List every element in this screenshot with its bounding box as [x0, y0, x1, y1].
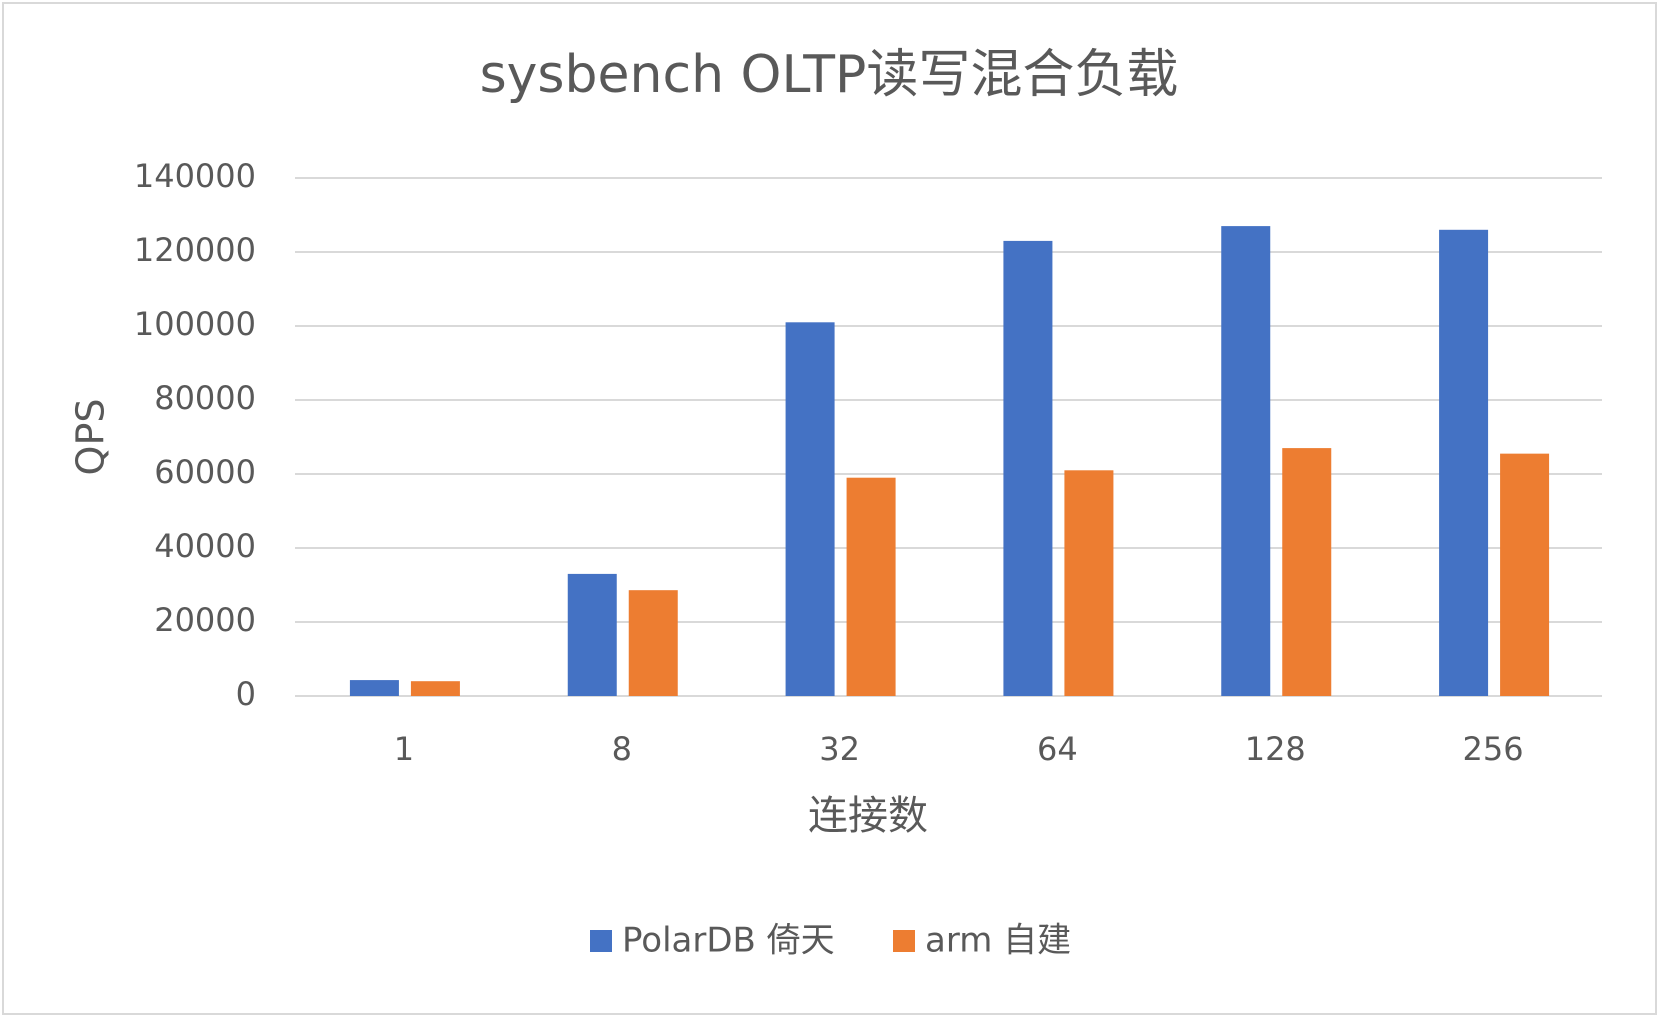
legend-label: PolarDB 倚天	[622, 921, 835, 961]
bar	[785, 322, 835, 696]
legend-swatch	[893, 930, 915, 952]
y-tick-label: 100000	[134, 305, 256, 343]
y-tick-label: 120000	[134, 231, 256, 269]
y-tick-label: 0	[236, 675, 256, 713]
x-axis-label: 连接数	[808, 793, 928, 839]
bar	[349, 680, 399, 696]
bar	[567, 573, 617, 696]
x-tick-label: 8	[612, 730, 632, 768]
bar	[1282, 448, 1332, 696]
chart-title: sysbench OLTP读写混合负载	[480, 45, 1179, 105]
bar	[1064, 470, 1114, 696]
bar	[1439, 229, 1489, 697]
legend-label: arm 自建	[925, 921, 1071, 961]
x-tick-label: 32	[819, 730, 860, 768]
bar	[846, 477, 896, 696]
bar	[1500, 453, 1550, 696]
legend-swatch	[590, 930, 612, 952]
y-tick-label: 80000	[154, 379, 256, 417]
y-tick-label: 60000	[154, 453, 256, 491]
x-tick-label: 1	[394, 730, 414, 768]
bar	[1221, 226, 1271, 696]
x-tick-label: 256	[1463, 730, 1524, 768]
x-tick-label: 128	[1245, 730, 1306, 768]
bar	[1003, 240, 1053, 696]
y-tick-label: 20000	[154, 601, 256, 639]
bar	[628, 590, 678, 696]
bar	[410, 681, 460, 696]
x-tick-label: 64	[1037, 730, 1078, 768]
y-axis-label: QPS	[69, 399, 113, 476]
y-tick-label: 140000	[134, 157, 256, 195]
y-tick-label: 40000	[154, 527, 256, 565]
